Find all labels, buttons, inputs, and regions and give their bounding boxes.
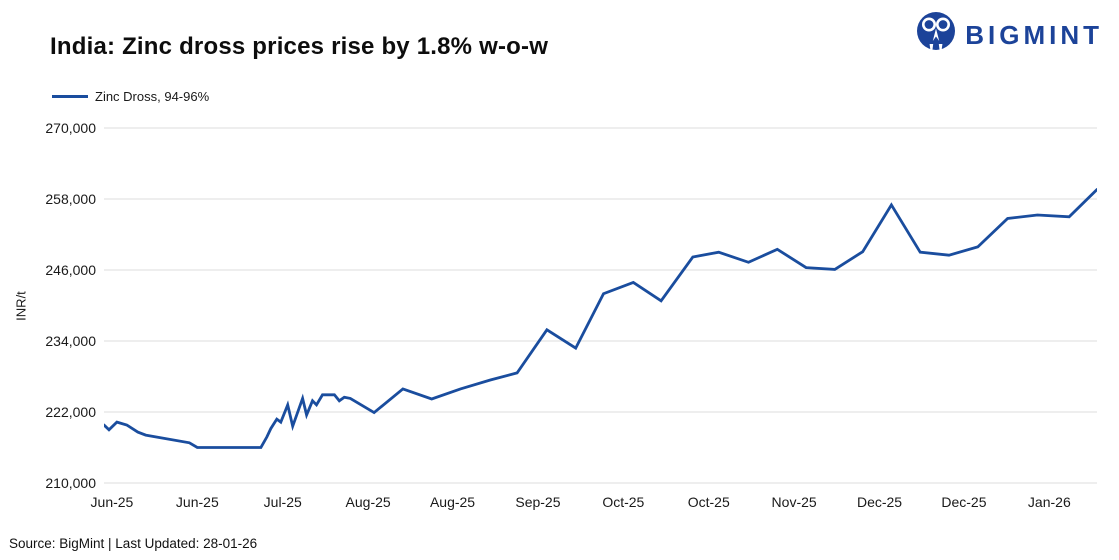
x-tick-label: Jun-25 <box>90 494 134 510</box>
x-tick-label: Dec-25 <box>856 494 903 510</box>
x-tick-label: Oct-25 <box>687 494 730 510</box>
legend-label: Zinc Dross, 94-96% <box>95 89 210 104</box>
x-tick-label: Sep-25 <box>515 494 561 510</box>
x-tick-label: Dec-25 <box>941 494 987 510</box>
y-axis-title: INR/t <box>13 291 29 321</box>
x-tick-label: Jul-25 <box>263 494 302 510</box>
y-tick-label: 246,000 <box>45 262 96 278</box>
y-tick-label: 222,000 <box>45 404 96 420</box>
price-line <box>104 188 1097 449</box>
bigmint-logo-icon <box>917 12 956 58</box>
page-title: India: Zinc dross prices rise by 1.8% w-… <box>50 33 549 60</box>
x-tick-label: Jan-26 <box>1027 494 1071 510</box>
y-tick-label: 270,000 <box>45 120 96 136</box>
y-tick-label: 258,000 <box>45 191 96 207</box>
bigmint-logo-text: BIGMINT <box>965 20 1103 50</box>
source-note: Source: BigMint | Last Updated: 28-01-26 <box>9 536 258 551</box>
legend-line-swatch <box>52 95 88 98</box>
plot-area <box>104 127 1097 484</box>
y-tick-label: 210,000 <box>45 475 96 491</box>
x-tick-label: Jun-25 <box>175 494 219 510</box>
x-tick-label: Aug-25 <box>345 494 391 510</box>
x-tick-label: Nov-25 <box>771 494 817 510</box>
bigmint-logo: BIGMINT <box>916 12 1103 59</box>
x-tick-label: Oct-25 <box>602 494 645 510</box>
y-tick-label: 234,000 <box>45 333 96 349</box>
legend: Zinc Dross, 94-96% <box>52 89 209 104</box>
x-tick-label: Aug-25 <box>429 494 476 510</box>
